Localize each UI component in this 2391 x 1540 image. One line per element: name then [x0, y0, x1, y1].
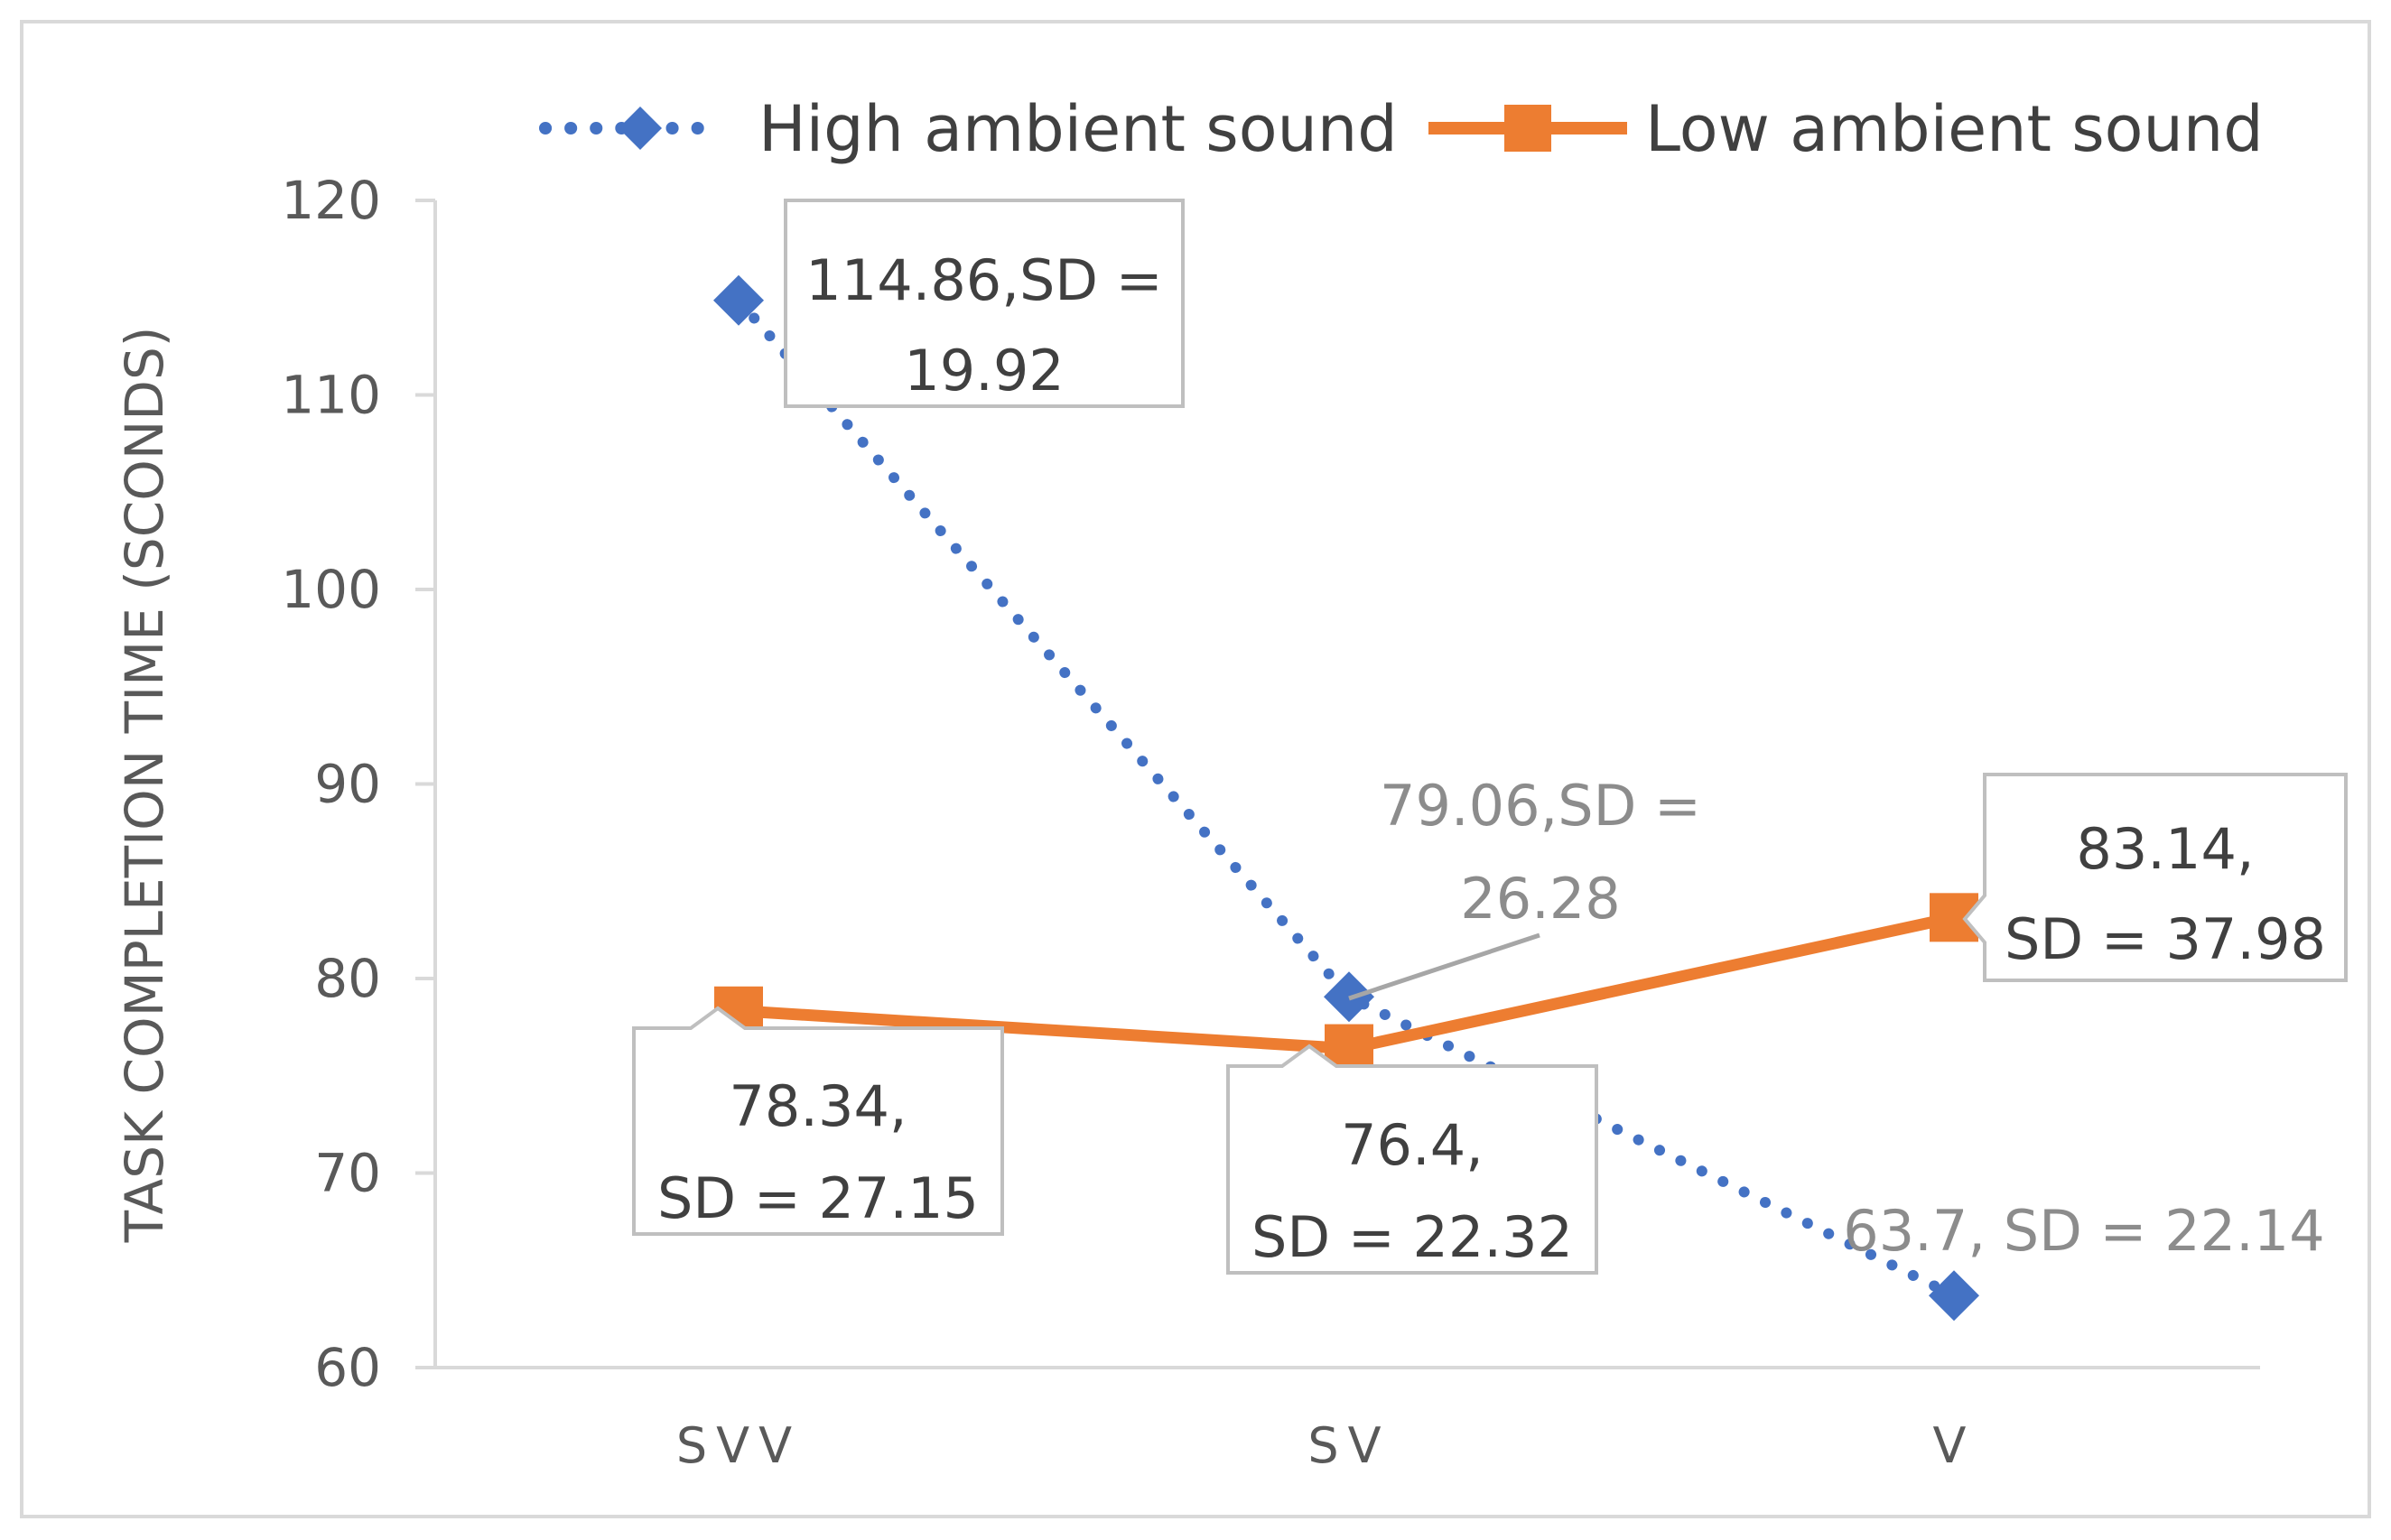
label-text: 114.86,SD = — [805, 247, 1162, 313]
label-text: 76.4, — [1341, 1112, 1484, 1178]
legend-high-marker — [619, 107, 662, 150]
label-box — [784, 199, 1185, 408]
data-label: 79.06,SD = 26.28 — [1348, 773, 1701, 1001]
y-tick-label: 80 — [314, 948, 381, 1009]
legend-low-marker — [1504, 105, 1551, 152]
series-high — [713, 274, 1979, 1322]
y-tick-label: 110 — [281, 365, 381, 426]
data-label: 63.7, SD = 22.14 — [1843, 1198, 2324, 1264]
x-tick-label: SVV — [676, 1417, 801, 1474]
data-label: 83.14, SD = 37.98 — [1962, 773, 2348, 982]
legend: High ambient sound Low ambient sound — [539, 92, 2264, 166]
label-box — [1226, 1044, 1598, 1275]
y-tick-label: 100 — [281, 559, 381, 620]
label-text: 63.7, SD = 22.14 — [1843, 1198, 2324, 1264]
data-point — [713, 274, 764, 326]
series-layer — [713, 274, 1979, 1322]
label-text: 83.14, — [2076, 816, 2254, 882]
legend-low-label: Low ambient sound — [1645, 92, 2264, 166]
y-tick-label: 60 — [314, 1337, 381, 1398]
label-box — [1962, 773, 2348, 982]
series-line — [733, 294, 1959, 1302]
label-text: SD = 22.32 — [1251, 1204, 1573, 1270]
y-tick-label: 70 — [314, 1143, 381, 1204]
label-text: SD = 27.15 — [657, 1165, 979, 1231]
data-label: 78.34, SD = 27.15 — [632, 1006, 1004, 1236]
label-leader-line — [1348, 932, 1540, 1001]
data-label: 114.86,SD = 19.92 — [784, 199, 1185, 408]
y-tick-label: 90 — [314, 754, 381, 815]
data-label: 76.4, SD = 22.32 — [1226, 1044, 1598, 1275]
label-text: 78.34, — [729, 1073, 907, 1139]
label-box — [632, 1006, 1004, 1236]
x-axis-ticks: SVV SV V — [676, 1417, 1976, 1474]
label-text: 79.06,SD = — [1380, 773, 1701, 839]
legend-high-label: High ambient sound — [758, 92, 1398, 166]
data-point — [1929, 1270, 1979, 1322]
label-text: 19.92 — [904, 338, 1065, 404]
y-axis-ticks: 60 70 80 90 100 110 120 — [281, 170, 435, 1398]
label-text: 26.28 — [1460, 866, 1621, 932]
data-labels: 114.86,SD = 19.92 79.06,SD = 26.28 63.7, SD … — [632, 199, 2348, 1275]
x-tick-label: SV — [1307, 1417, 1390, 1474]
x-tick-label: V — [1933, 1417, 1976, 1474]
y-tick-label: 120 — [281, 170, 381, 231]
chart-frame — [20, 20, 2371, 1518]
y-axis-title: TASK COMPLETION TIME (SCONDS) — [114, 327, 175, 1244]
label-text: SD = 37.98 — [2005, 906, 2326, 972]
